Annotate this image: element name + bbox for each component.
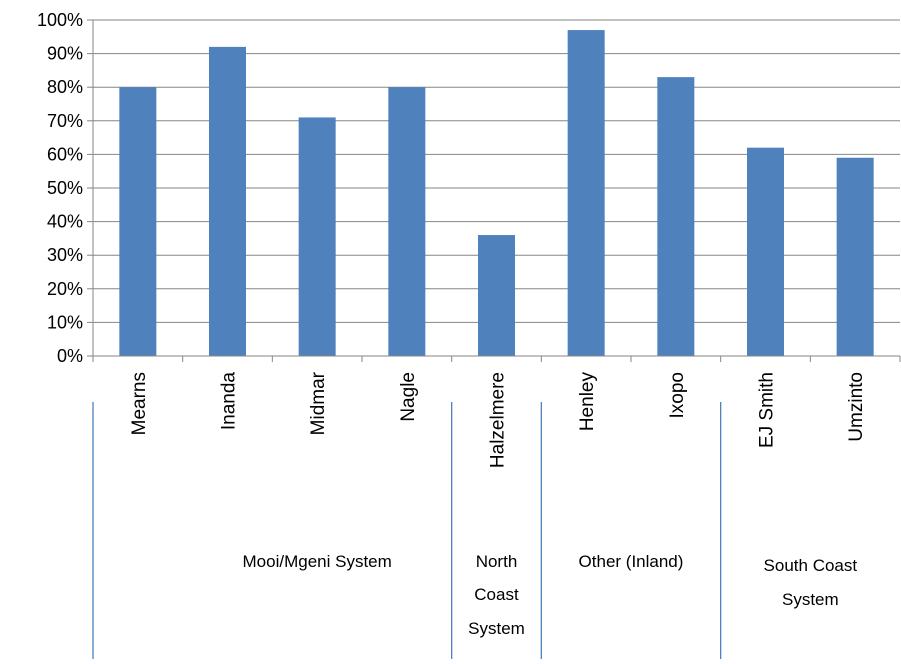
bar-mearns <box>119 87 157 356</box>
group-label: Mooi/Mgeni System <box>243 552 392 571</box>
bar-ej-smith <box>747 147 784 356</box>
bar-nagle <box>388 87 426 356</box>
group-label: South Coast <box>764 556 858 575</box>
bar-henley <box>567 30 605 357</box>
bar-midmar <box>298 117 336 356</box>
y-tick-label: 100% <box>37 10 83 30</box>
bars <box>119 30 874 357</box>
y-tick-labels: 0% 10% 20% 30% 40% 50% 60% 70% 80% 90% 100% <box>37 10 83 366</box>
group-labels: Mooi/Mgeni System North Coast System Other (… <box>92 402 858 659</box>
group-label: Other (Inland) <box>579 552 684 571</box>
x-tick-label: Ixopo <box>667 372 688 418</box>
bar-inanda <box>209 46 246 356</box>
bar-umzinto <box>836 157 874 356</box>
group-label: System <box>782 590 839 609</box>
y-tick-label: 10% <box>47 312 83 332</box>
group-label: North <box>476 552 518 571</box>
axes <box>87 19 901 362</box>
y-tick-label: 20% <box>47 279 83 299</box>
x-tick-label: Nagle <box>398 372 419 422</box>
x-tick-label: Henley <box>577 372 598 432</box>
group-label: Coast <box>474 585 519 604</box>
x-tick-label: Inanda <box>219 372 240 431</box>
y-tick-label: 30% <box>47 245 83 265</box>
x-tick-label: EJ Smith <box>757 372 778 448</box>
bar-halzelmere <box>478 235 515 356</box>
x-tick-label: Midmar <box>308 371 329 435</box>
y-tick-label: 70% <box>47 111 83 131</box>
x-tick-label: Umzinto <box>846 372 867 442</box>
y-tick-label: 40% <box>47 212 83 232</box>
bar-ixopo <box>657 77 695 357</box>
x-tick-label: Halzelmere <box>488 372 509 468</box>
y-tick-label: 60% <box>47 144 83 164</box>
x-tick-label: Mearns <box>129 372 150 435</box>
y-tick-label: 80% <box>47 77 83 97</box>
y-tick-label: 50% <box>47 178 83 198</box>
x-tick-labels: Mearns Inanda Midmar Nagle Halzelmere Henley I… <box>129 371 867 468</box>
y-tick-label: 90% <box>47 44 83 64</box>
y-tick-label: 0% <box>57 346 83 366</box>
group-label: System <box>468 619 525 638</box>
